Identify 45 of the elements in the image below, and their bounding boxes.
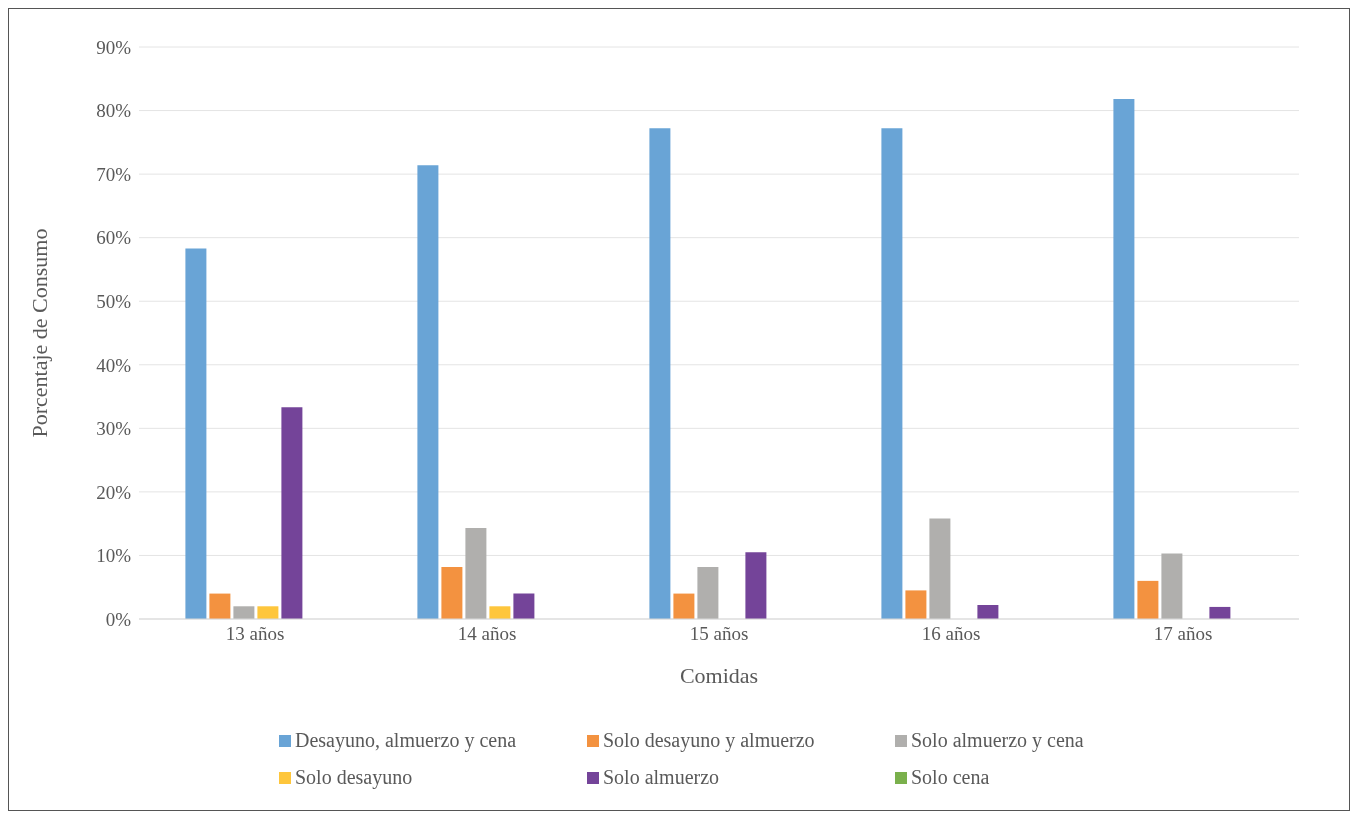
bar <box>489 606 511 619</box>
bar <box>905 590 927 619</box>
bar <box>697 566 719 619</box>
bar <box>465 528 487 619</box>
x-tick-label: 13 años <box>225 623 285 645</box>
y-tick-label: 60% <box>96 227 132 249</box>
legend-label: Solo desayuno y almuerzo <box>603 729 815 752</box>
bar <box>929 518 951 619</box>
bar <box>257 606 279 619</box>
legend-label: Solo almuerzo <box>603 766 720 789</box>
y-tick-label: 80% <box>96 100 132 122</box>
bar <box>745 552 767 619</box>
x-tick-label: 15 años <box>689 623 749 645</box>
bar <box>1161 553 1183 619</box>
x-tick-label: 17 años <box>1153 623 1213 645</box>
x-tick-label: 16 años <box>921 623 981 645</box>
bar <box>513 593 535 619</box>
y-tick-label: 10% <box>96 545 132 567</box>
bar <box>441 566 463 619</box>
y-tick-label: 40% <box>96 354 132 376</box>
bar <box>1137 580 1159 619</box>
bar <box>185 248 207 619</box>
bar <box>233 606 255 619</box>
bar <box>281 407 303 619</box>
legend-label: Solo desayuno <box>295 766 413 789</box>
y-tick-label: 20% <box>96 481 132 503</box>
legend-label: Solo almuerzo y cena <box>911 729 1084 752</box>
bar <box>1113 99 1135 619</box>
y-tick-label: 0% <box>105 608 132 630</box>
bar <box>881 128 903 619</box>
bar <box>1209 606 1231 619</box>
bar <box>417 165 439 619</box>
y-tick-label: 70% <box>96 163 132 185</box>
y-axis-title: Porcentaje de Consumo <box>26 228 52 438</box>
y-tick-label: 90% <box>96 36 132 58</box>
x-tick-label: 14 años <box>457 623 517 645</box>
y-tick-label: 50% <box>96 290 132 312</box>
x-axis-title: Comidas <box>679 663 759 688</box>
bar <box>977 605 999 619</box>
bar <box>673 593 695 619</box>
legend-label: Solo cena <box>911 766 990 789</box>
bar <box>209 593 231 619</box>
bar <box>649 128 671 619</box>
y-tick-label: 30% <box>96 418 132 440</box>
legend-label: Desayuno, almuerzo y cena <box>295 729 517 752</box>
